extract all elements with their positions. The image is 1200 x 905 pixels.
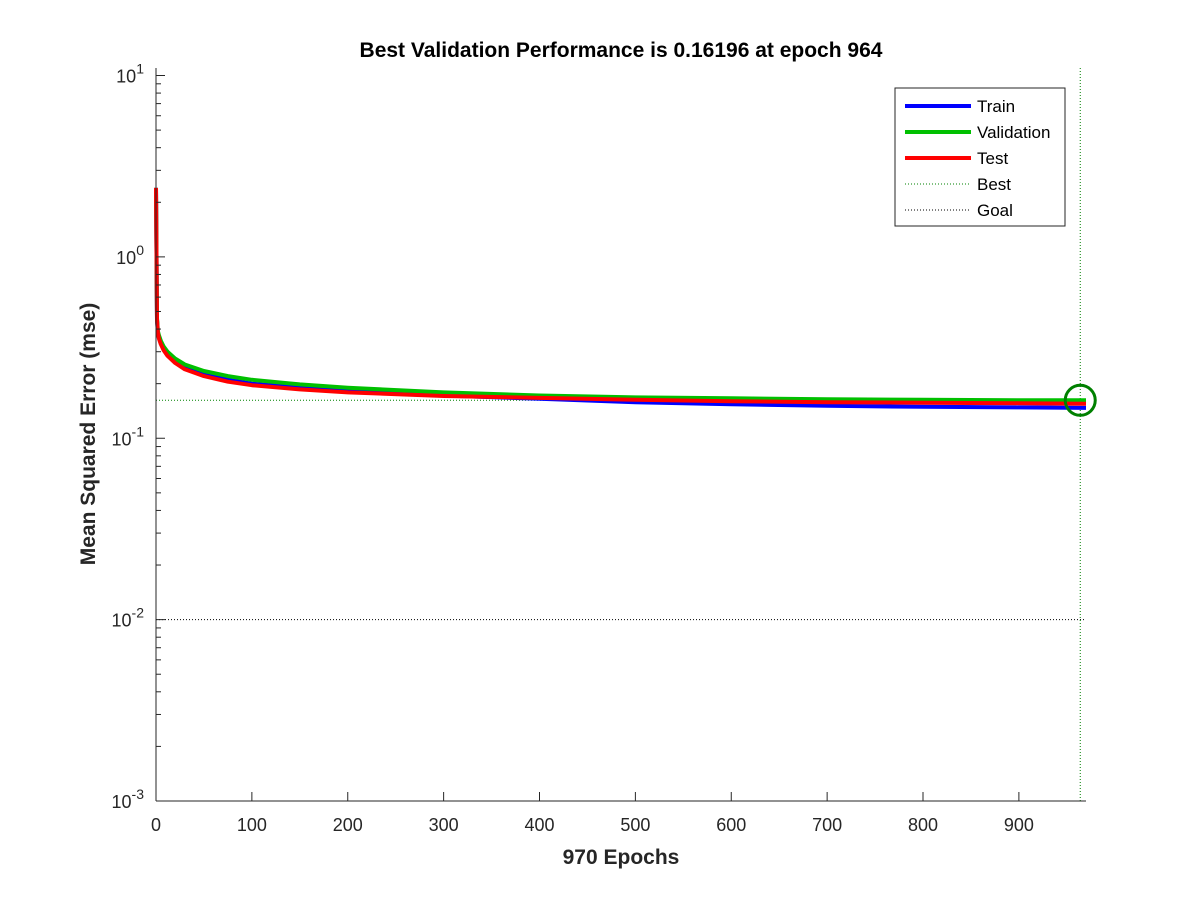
x-tick-label: 800 (908, 815, 938, 835)
legend-label-test: Test (977, 149, 1008, 168)
chart-title: Best Validation Performance is 0.16196 a… (360, 39, 883, 62)
legend: Train Validation Test Best Goal (894, 87, 1066, 227)
x-tick-label: 400 (524, 815, 554, 835)
x-tick-label: 200 (333, 815, 363, 835)
y-tick-label: 100 (116, 242, 144, 268)
y-tick-label: 101 (116, 61, 144, 87)
y-tick-label: 10-2 (112, 605, 145, 631)
x-tick-label: 700 (812, 815, 842, 835)
x-tick-label: 900 (1004, 815, 1034, 835)
x-tick-label: 300 (429, 815, 459, 835)
x-axis-label: 970 Epochs (563, 846, 680, 869)
series-test (154, 187, 1087, 406)
x-tick-label: 600 (716, 815, 746, 835)
legend-label-train: Train (977, 97, 1015, 116)
legend-label-validation: Validation (977, 123, 1050, 142)
y-tick-label: 10-3 (112, 786, 145, 812)
y-tick-label: 10-1 (112, 423, 145, 449)
x-tick-label: 100 (237, 815, 267, 835)
y-axis-label: Mean Squared Error (mse) (77, 303, 100, 566)
x-tick-label: 0 (151, 815, 161, 835)
legend-label-best: Best (977, 175, 1011, 194)
legend-label-goal: Goal (977, 201, 1013, 220)
x-tick-label: 500 (620, 815, 650, 835)
best-point-marker (1063, 383, 1097, 417)
